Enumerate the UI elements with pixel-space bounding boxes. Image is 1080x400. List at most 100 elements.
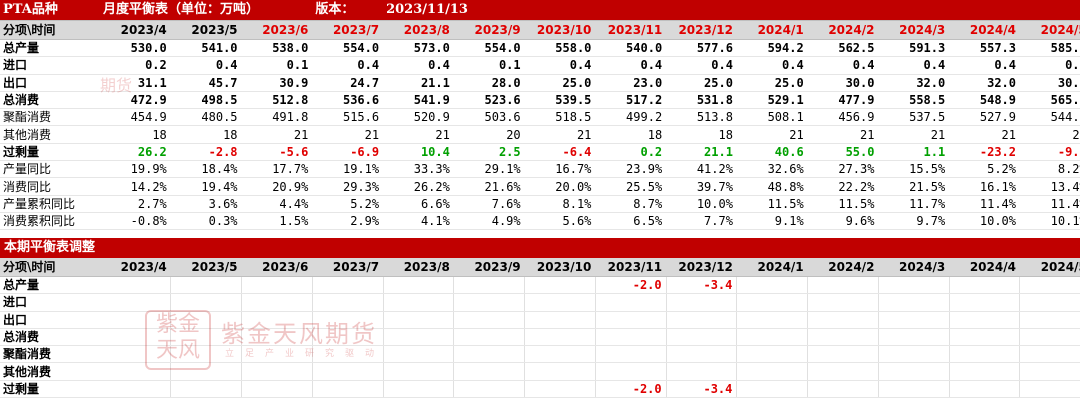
cell-value: [736, 293, 809, 312]
cell-value: [1019, 328, 1080, 347]
cell-value: 33.3%: [383, 160, 454, 179]
cell-value: [241, 311, 313, 329]
cell-value: 21.6%: [453, 177, 525, 196]
cell-value: 573.0: [383, 39, 454, 58]
cell-value: 21: [807, 125, 879, 144]
cell-value: 20.0%: [524, 177, 596, 196]
cell-value: 10.0%: [666, 195, 737, 213]
cell-value: 5.6%: [524, 212, 596, 231]
cell-value: [878, 276, 950, 295]
month-header: 2024/3: [878, 258, 950, 277]
cell-value: [736, 311, 809, 329]
cell-value: [736, 380, 809, 399]
row-label: 产量累积同比: [0, 195, 100, 213]
month-header: 2023/7: [312, 20, 384, 40]
cell-value: 5.2%: [949, 160, 1020, 179]
cell-value: 19.1%: [312, 160, 384, 179]
cell-value: 0.4: [524, 56, 596, 75]
cell-value: [312, 276, 384, 295]
month-header: 2024/4: [949, 258, 1020, 277]
cell-value: 503.6: [453, 108, 525, 127]
cell-value: [241, 328, 313, 347]
table-row: 产量同比 19.9% 18.4% 17.7% 19.1% 33.3% 29.1% 16.7% 2…: [0, 160, 1080, 179]
table-row: 过剩量 26.2 -2.8 -5.6 -6.9 10.4 2.5 -6.4 0.2 21.1 40.…: [0, 143, 1080, 162]
cell-value: 539.5: [524, 91, 596, 110]
cell-value: 537.5: [878, 108, 950, 127]
cell-value: 541.9: [383, 91, 454, 110]
cell-value: 30.0: [807, 74, 879, 92]
cell-value: 25.0: [666, 74, 737, 92]
adjustment-title: 本期平衡表调整: [0, 238, 1080, 258]
cell-value: [736, 328, 809, 347]
table-title: 月度平衡表（单位：万吨）: [100, 0, 313, 21]
table-row: 其他消费1818212121202118182121212121: [0, 125, 1080, 144]
cell-value: [524, 293, 596, 312]
cell-value: [453, 311, 526, 329]
row-label: 聚酯消费: [0, 108, 100, 127]
cell-value: 518.5: [524, 108, 596, 127]
cell-value: 21.1: [666, 143, 737, 162]
cell-value: 29.3%: [312, 177, 384, 196]
cell-value: [595, 293, 667, 312]
row-label: 过剩量: [0, 380, 100, 399]
row-label: 进口: [0, 293, 100, 312]
cell-value: 18: [595, 125, 667, 144]
row-label: 其他消费: [0, 362, 100, 381]
cell-value: [949, 380, 1021, 399]
cell-value: 8.2%: [1020, 160, 1080, 179]
month-header: 2023/5: [170, 258, 242, 277]
row-label: 产量同比: [0, 160, 100, 179]
cell-value: [878, 328, 950, 347]
cell-value: 26.2: [100, 143, 171, 162]
cell-value: 2.5: [453, 143, 525, 162]
cell-value: -5.6: [241, 143, 313, 162]
cell-value: 499.2: [595, 108, 667, 127]
cell-value: 456.9: [807, 108, 879, 127]
cell-value: [383, 276, 455, 295]
cell-value: 0.2: [595, 143, 667, 162]
cell-value: 16.7%: [524, 160, 596, 179]
cell-value: [524, 328, 596, 347]
cell-value: [170, 328, 243, 347]
cell-value: -2.8: [170, 143, 242, 162]
cell-value: 554.0: [453, 39, 525, 58]
month-header: 2024/4: [949, 20, 1020, 40]
table-row: 出口: [0, 311, 1080, 329]
cell-value: 530.0: [100, 39, 171, 58]
table-row: 总产量 530.0 541.0 538.0 554.0 573.0 554.0 558.0 54…: [0, 39, 1080, 58]
cell-value: [383, 293, 455, 312]
cell-value: 32.0: [878, 74, 950, 92]
cell-value: 11.4%: [949, 195, 1020, 213]
cell-value: 10.4: [383, 143, 454, 162]
cell-value: 40.6: [736, 143, 808, 162]
cell-value: 513.8: [666, 108, 737, 127]
cell-value: [383, 362, 455, 381]
cell-value: 472.9: [100, 91, 171, 110]
cell-value: [595, 345, 667, 364]
cell-value: 498.5: [170, 91, 242, 110]
cell-value: -9.4: [1020, 143, 1080, 162]
table-row: 聚酯消费: [0, 345, 1080, 364]
cell-value: 14.2%: [100, 177, 171, 196]
cell-value: 11.5%: [807, 195, 879, 213]
cell-value: 21.1: [383, 74, 454, 92]
cell-value: [383, 345, 455, 364]
table-row: 总消费 472.9 498.5 512.8 536.6 541.9 523.6 539.5 51…: [0, 91, 1080, 110]
cell-value: 4.1%: [383, 212, 454, 231]
cell-value: 0.4: [595, 56, 667, 75]
cell-value: [1019, 293, 1080, 312]
cell-value: 562.5: [807, 39, 879, 58]
cell-value: 527.9: [949, 108, 1020, 127]
cell-value: 540.0: [595, 39, 667, 58]
cell-value: [807, 328, 879, 347]
cell-value: [807, 311, 879, 329]
cell-value: 18: [666, 125, 737, 144]
cell-value: [878, 380, 950, 399]
month-header: 2024/5: [1019, 258, 1080, 277]
cell-value: [241, 362, 313, 381]
cell-value: [736, 276, 809, 295]
cell-value: [524, 362, 596, 381]
cell-value: 27.3%: [807, 160, 879, 179]
cell-value: [666, 293, 738, 312]
cell-value: 0.4: [312, 56, 384, 75]
